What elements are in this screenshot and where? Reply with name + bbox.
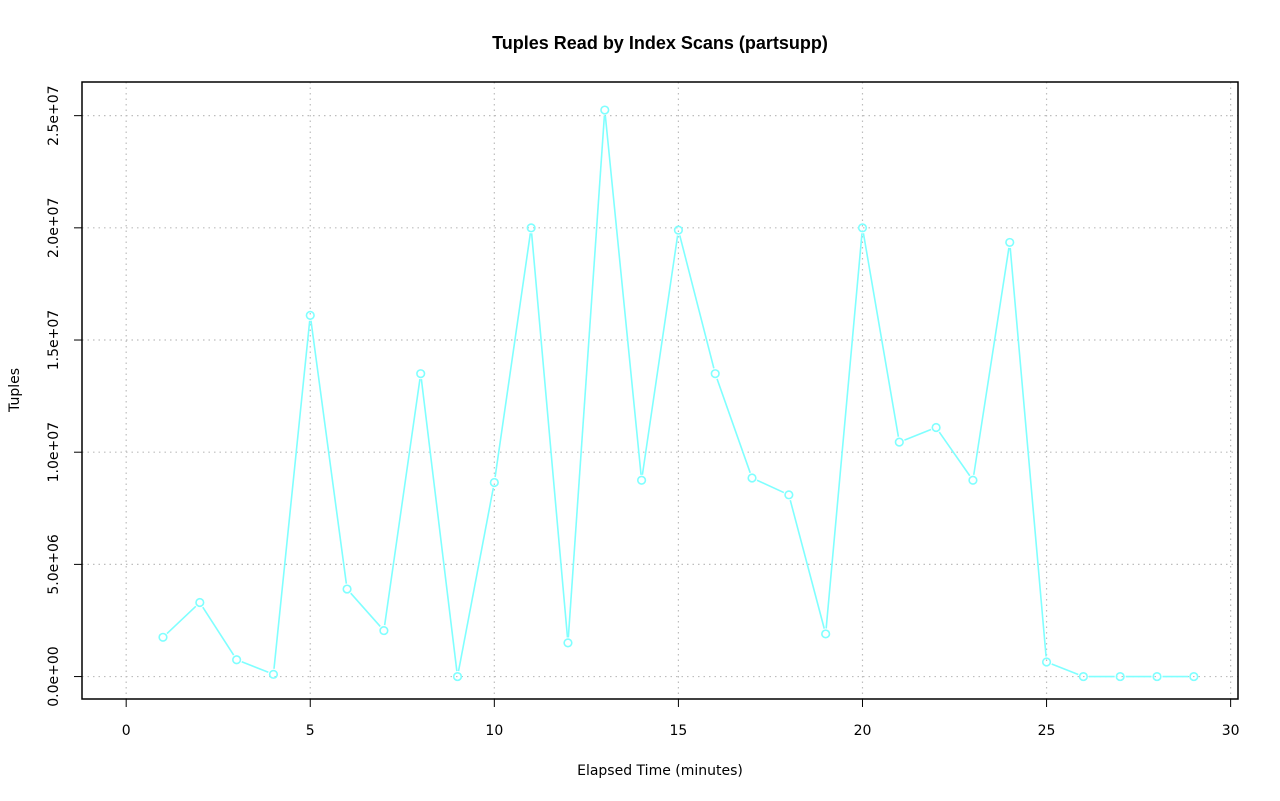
- data-point: [1189, 671, 1199, 682]
- series-line-segment: [567, 115, 606, 638]
- series-line-segment: [789, 499, 826, 629]
- chart-title: Tuples Read by Index Scans (partsupp): [492, 33, 828, 53]
- data-point: [342, 584, 352, 594]
- data-point: [379, 625, 389, 636]
- y-axis-label: Tuples: [7, 368, 23, 413]
- y-tick-label: 5.0e+06: [46, 534, 62, 595]
- data-point: [526, 223, 536, 233]
- x-tick-label: 25: [1038, 723, 1056, 739]
- series-line-segment: [641, 235, 679, 475]
- data-point: [894, 437, 904, 447]
- series-line-segment: [420, 379, 458, 672]
- series-line-segment: [716, 378, 751, 474]
- data-point: [1115, 671, 1125, 682]
- data-point: [416, 369, 426, 379]
- data-point: [931, 422, 941, 433]
- x-tick-label: 0: [122, 723, 131, 739]
- x-tick-label: 30: [1222, 723, 1240, 739]
- plot-frame: [81, 81, 1239, 700]
- x-tick-label: 15: [669, 723, 687, 739]
- x-tick-label: 10: [485, 723, 503, 739]
- series-line-segment: [604, 115, 642, 475]
- series-line-segment: [678, 235, 715, 369]
- data-point: [600, 105, 610, 115]
- series-line-segment: [494, 233, 532, 478]
- x-axis-label: Elapsed Time (minutes): [577, 763, 743, 779]
- y-tick-label: 2.5e+07: [46, 85, 62, 145]
- data-point: [636, 475, 647, 485]
- x-tick-label: 5: [306, 723, 315, 739]
- data-point: [747, 473, 757, 483]
- series-line-segment: [310, 320, 348, 584]
- data-point: [857, 223, 868, 233]
- axis-ticks: 0 5 10 15 20 25 30 0.0e+00 5.0e+06 1.0e+07 1.5e+07…: [46, 85, 1240, 739]
- series-line-segment: [1051, 663, 1079, 676]
- data-point: [563, 638, 573, 648]
- series-line-segment: [938, 431, 971, 477]
- data-point: [1005, 237, 1015, 248]
- series-line-segment: [825, 233, 863, 629]
- data-point: [158, 632, 168, 642]
- y-tick-label: 2.0e+07: [46, 198, 62, 258]
- series-line-segment: [972, 247, 1010, 475]
- data-point: [1078, 671, 1088, 682]
- data-point: [710, 369, 720, 379]
- data-point: [1041, 657, 1052, 667]
- x-tick-label: 20: [854, 723, 872, 739]
- series-line-segment: [383, 379, 421, 626]
- series-line-segment: [1009, 247, 1047, 657]
- data-point: [452, 671, 463, 682]
- grid: [82, 82, 1238, 699]
- series-line-segment: [166, 605, 197, 635]
- series-line-segment: [202, 606, 235, 656]
- data-point: [1152, 671, 1162, 682]
- series-layer: [158, 105, 1199, 682]
- data-point: [195, 597, 205, 608]
- series-line-segment: [904, 428, 932, 441]
- data-point: [673, 225, 684, 235]
- y-tick-label: 0.0e+00: [46, 646, 62, 706]
- series-line-segment: [273, 320, 311, 669]
- data-point: [268, 669, 279, 679]
- y-tick-label: 1.0e+07: [46, 422, 62, 482]
- series-line-segment: [756, 479, 785, 494]
- data-point: [784, 490, 794, 500]
- series-line-segment: [530, 233, 569, 638]
- data-point: [305, 310, 315, 320]
- data-point: [232, 655, 242, 665]
- data-point: [821, 629, 831, 639]
- data-point: [968, 475, 978, 485]
- series-line-segment: [350, 592, 381, 627]
- series-line-segment: [241, 661, 269, 674]
- y-tick-label: 1.5e+07: [46, 310, 62, 370]
- data-point: [489, 477, 499, 488]
- series-line-segment: [457, 487, 495, 672]
- series-line-segment: [862, 233, 900, 437]
